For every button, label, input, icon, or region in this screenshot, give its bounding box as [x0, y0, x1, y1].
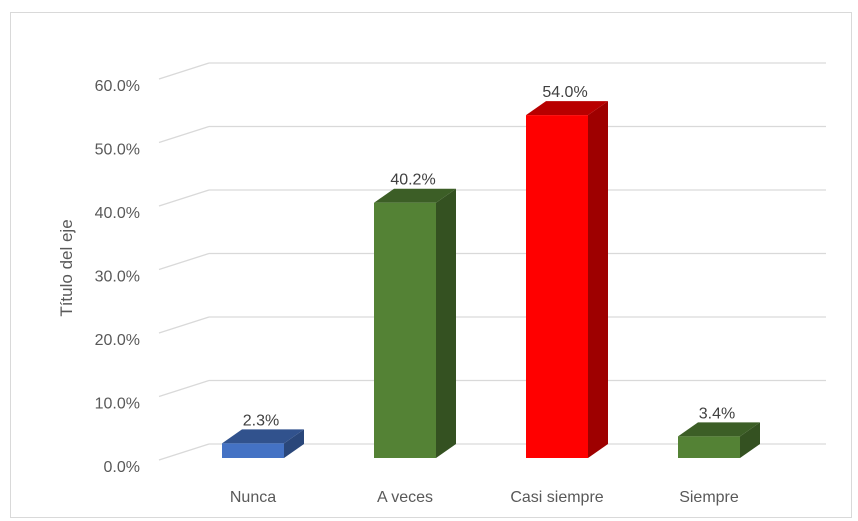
bars — [222, 101, 760, 459]
y-tick-label: 50.0% — [95, 142, 140, 159]
y-axis-ticks: 0.0% 10.0% 20.0% 30.0% 40.0% 50.0% 60.0% — [95, 78, 140, 476]
y-tick-label: 10.0% — [95, 396, 140, 413]
bar-top — [374, 188, 456, 203]
gridline-depth — [158, 252, 210, 271]
x-category-label: Nunca — [230, 489, 276, 506]
y-tick-label: 20.0% — [95, 332, 140, 349]
gridline-depth — [158, 443, 210, 461]
gridline-depth — [158, 379, 210, 398]
y-tick-label: 0.0% — [104, 459, 140, 476]
bar-side — [588, 101, 608, 458]
bar-top — [678, 422, 760, 437]
bar-front — [374, 202, 436, 458]
y-tick-label: 60.0% — [95, 78, 140, 95]
data-label: 3.4% — [699, 405, 735, 422]
bar-front — [222, 443, 284, 458]
y-tick-label: 40.0% — [95, 205, 140, 222]
bar-front — [678, 436, 740, 458]
y-axis-title: Título del eje — [57, 219, 76, 316]
bar-side — [436, 188, 456, 459]
data-label: 2.3% — [243, 412, 279, 429]
bar-nunca — [222, 429, 304, 458]
bar-siempre — [678, 422, 760, 458]
bar-top — [526, 101, 608, 116]
data-label: 40.2% — [390, 172, 435, 189]
x-category-label: Siempre — [679, 489, 739, 506]
bar-top — [222, 429, 304, 444]
gridline-depth — [158, 62, 210, 80]
x-axis-categories: Nunca A veces Casi siempre Siempre — [230, 489, 739, 506]
bar-casi-siempre — [526, 101, 608, 458]
data-labels: 2.3% 40.2% 54.0% 3.4% — [243, 84, 735, 429]
bar-front — [526, 115, 588, 458]
bar-side — [284, 429, 304, 458]
bar-side — [740, 422, 760, 458]
gridline-depth — [158, 316, 210, 334]
data-label: 54.0% — [542, 84, 587, 101]
bar-a-veces — [374, 188, 456, 459]
gridline-depth — [158, 189, 210, 207]
gridline-depth — [158, 125, 210, 144]
x-category-label: Casi siempre — [510, 489, 603, 506]
gridlines — [158, 62, 826, 461]
x-category-label: A veces — [377, 489, 433, 506]
y-tick-label: 30.0% — [95, 269, 140, 286]
